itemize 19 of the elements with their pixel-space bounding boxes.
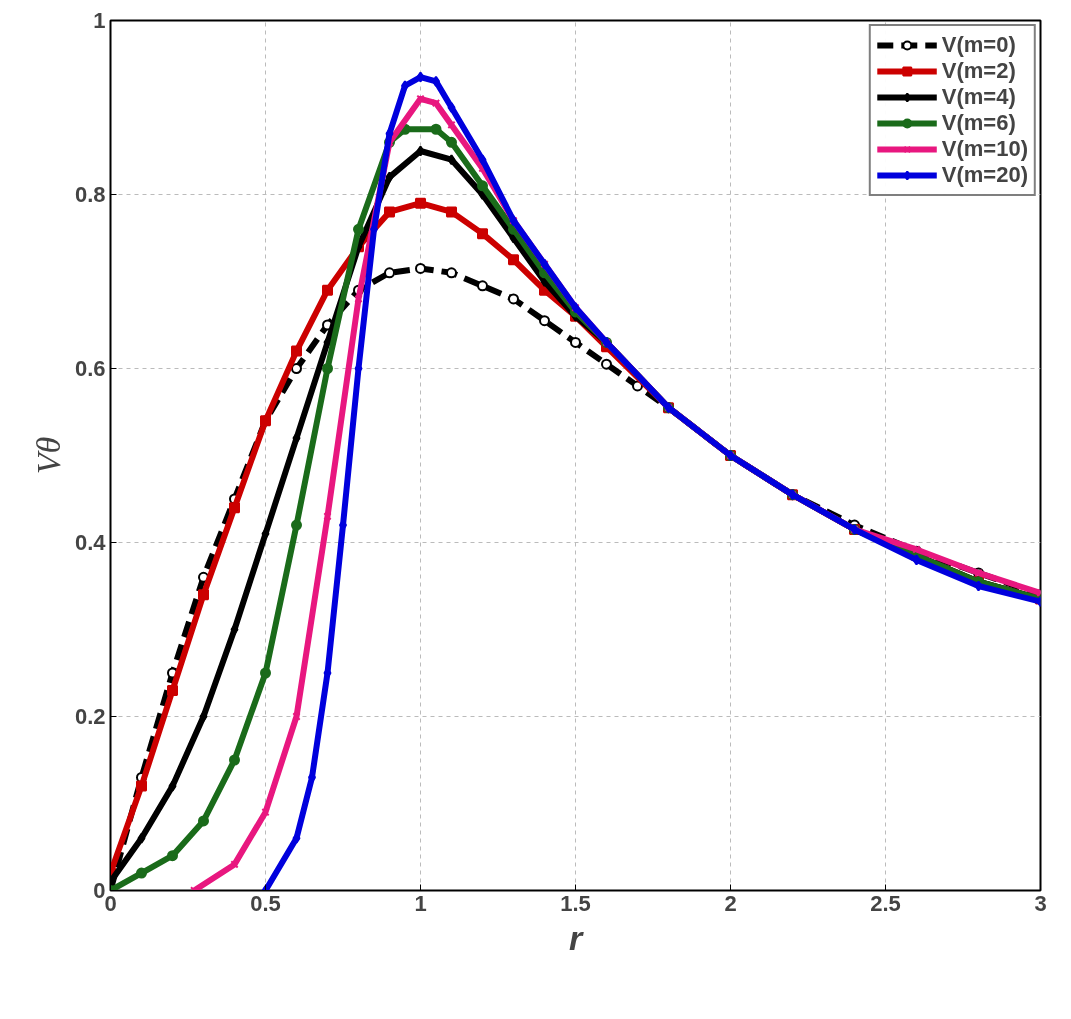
y-axis-title: Vθ (29, 436, 67, 475)
x-tick-label: 0.5 (250, 890, 281, 916)
y-tick-label: 1 (93, 8, 106, 33)
x-tick-label: 1 (414, 890, 427, 916)
y-tick-label: 0.8 (74, 182, 106, 207)
legend-label: V(m=4) (941, 84, 1016, 110)
y-tick-label: 0.6 (74, 356, 106, 381)
x-tick-label: 3 (1034, 890, 1047, 916)
x-tick-label: 2.5 (870, 890, 901, 916)
legend-label: V(m=2) (941, 58, 1016, 84)
x-tick-label: 2 (724, 890, 737, 916)
x-tick-label: 1.5 (560, 890, 591, 916)
legend-label: V(m=0) (941, 32, 1016, 58)
y-tick-label: 0.4 (74, 530, 107, 555)
x-axis-title: r (568, 918, 584, 957)
legend-label: V(m=10) (941, 136, 1028, 162)
legend-label: V(m=6) (941, 110, 1016, 136)
y-tick-label: 0.2 (74, 704, 106, 729)
legend-label: V(m=20) (941, 162, 1028, 188)
